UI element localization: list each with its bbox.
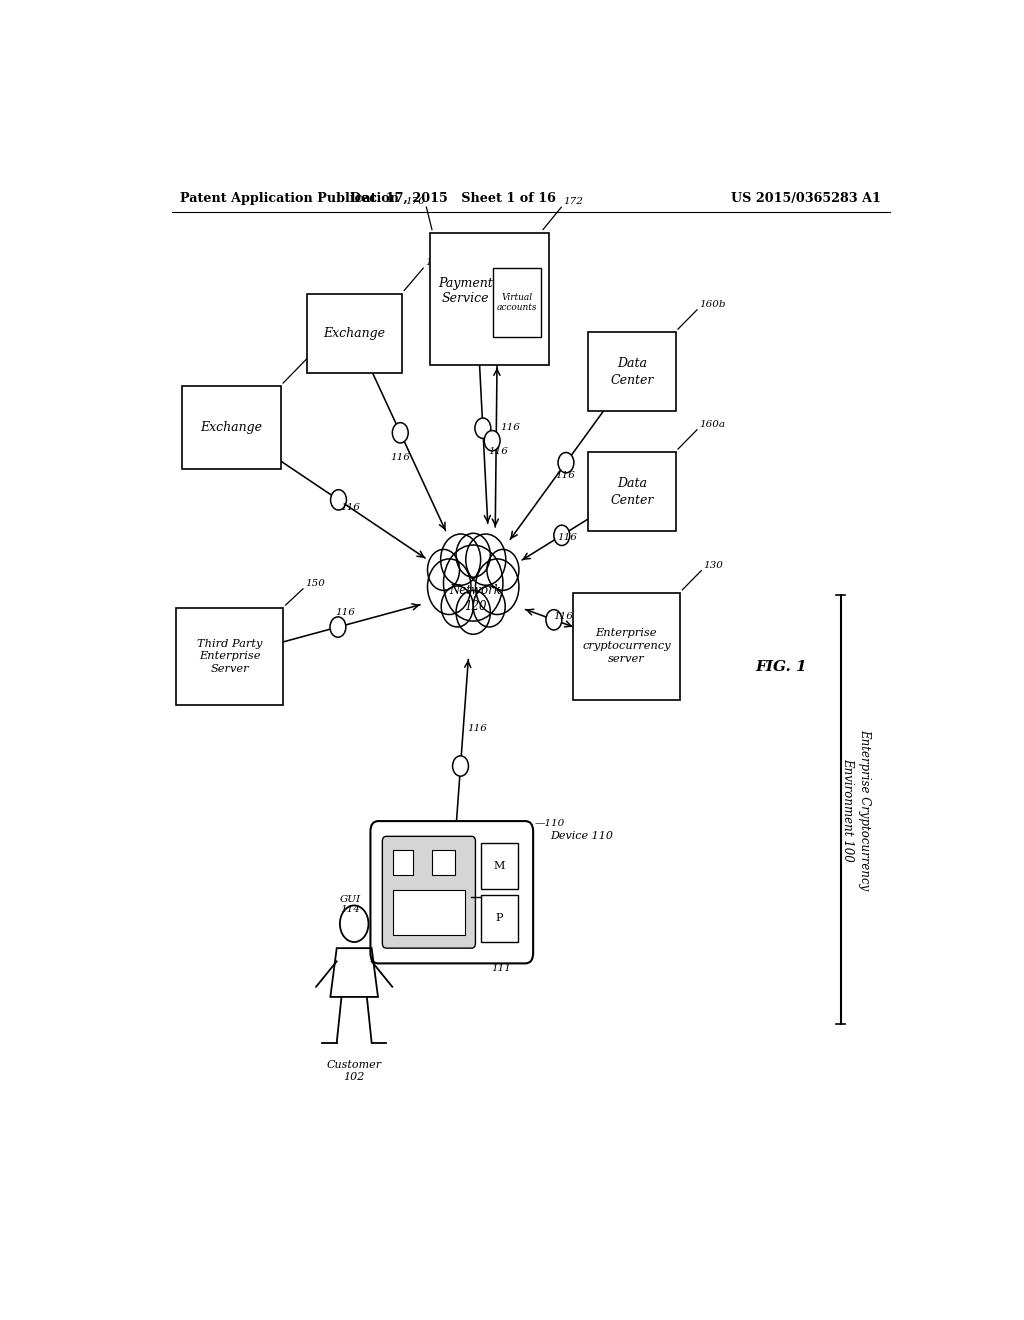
- Text: 160a: 160a: [699, 420, 725, 429]
- Text: 172: 172: [563, 197, 583, 206]
- Circle shape: [484, 430, 500, 451]
- Text: 116: 116: [501, 422, 520, 432]
- Text: Enterprise Cryptocurrency
Environment 100: Enterprise Cryptocurrency Environment 10…: [842, 729, 871, 891]
- FancyBboxPatch shape: [572, 593, 680, 700]
- Circle shape: [427, 549, 460, 590]
- Text: Data
Center: Data Center: [610, 358, 653, 387]
- FancyBboxPatch shape: [392, 850, 413, 875]
- Text: FIG. 1: FIG. 1: [755, 660, 807, 673]
- FancyBboxPatch shape: [176, 609, 284, 705]
- Circle shape: [546, 610, 562, 630]
- Circle shape: [475, 558, 519, 615]
- Text: 116: 116: [468, 723, 487, 733]
- Text: Enterprise
cryptocurrency
server: Enterprise cryptocurrency server: [582, 628, 671, 664]
- Circle shape: [427, 558, 471, 615]
- Text: Virtual
accounts: Virtual accounts: [497, 293, 538, 313]
- FancyBboxPatch shape: [481, 843, 518, 890]
- Text: Dec. 17, 2015   Sheet 1 of 16: Dec. 17, 2015 Sheet 1 of 16: [350, 191, 556, 205]
- Circle shape: [554, 525, 569, 545]
- Circle shape: [440, 535, 480, 585]
- Circle shape: [392, 422, 409, 444]
- FancyBboxPatch shape: [306, 293, 401, 372]
- Circle shape: [558, 453, 573, 473]
- FancyBboxPatch shape: [494, 268, 541, 338]
- Text: 116: 116: [557, 533, 578, 543]
- Text: Third Party
Enterprise
Server: Third Party Enterprise Server: [197, 639, 262, 675]
- Text: 116: 116: [335, 607, 355, 616]
- Text: 116: 116: [390, 453, 411, 462]
- Circle shape: [331, 490, 346, 510]
- Circle shape: [466, 535, 506, 585]
- Text: 160b: 160b: [699, 300, 726, 309]
- Text: Patent Application Publication: Patent Application Publication: [179, 191, 398, 205]
- Circle shape: [456, 590, 490, 635]
- Circle shape: [443, 545, 503, 622]
- Text: 130: 130: [703, 561, 724, 569]
- FancyBboxPatch shape: [430, 232, 549, 364]
- FancyBboxPatch shape: [382, 837, 475, 948]
- Circle shape: [487, 549, 519, 590]
- Text: 116: 116: [555, 471, 575, 480]
- FancyBboxPatch shape: [371, 821, 534, 964]
- Circle shape: [441, 586, 473, 627]
- Circle shape: [330, 616, 346, 638]
- Text: US 2015/0365283 A1: US 2015/0365283 A1: [731, 191, 881, 205]
- Text: Exchange: Exchange: [324, 327, 385, 339]
- FancyBboxPatch shape: [588, 333, 676, 412]
- Text: GUI
114: GUI 114: [340, 895, 361, 915]
- Text: Customer
102: Customer 102: [327, 1060, 382, 1081]
- Text: 150: 150: [305, 578, 326, 587]
- Text: Device 110: Device 110: [551, 832, 613, 841]
- Text: —110: —110: [535, 818, 565, 828]
- Text: M: M: [494, 861, 505, 871]
- FancyBboxPatch shape: [181, 385, 281, 470]
- FancyBboxPatch shape: [392, 890, 465, 935]
- Circle shape: [473, 586, 505, 627]
- Circle shape: [475, 418, 490, 438]
- Circle shape: [456, 533, 490, 577]
- Text: 116: 116: [340, 503, 359, 512]
- Text: Network
120: Network 120: [450, 583, 502, 612]
- Text: Exchange: Exchange: [200, 421, 262, 434]
- Text: 140b: 140b: [426, 259, 453, 267]
- Text: P: P: [496, 913, 503, 924]
- FancyBboxPatch shape: [588, 453, 676, 532]
- FancyBboxPatch shape: [432, 850, 455, 875]
- Text: Payment
Service: Payment Service: [438, 276, 493, 305]
- Text: 140a: 140a: [308, 348, 335, 358]
- Text: 116: 116: [553, 612, 572, 622]
- Text: 116: 116: [488, 447, 509, 457]
- Text: 170: 170: [406, 197, 426, 206]
- Text: 111: 111: [492, 964, 511, 973]
- FancyBboxPatch shape: [481, 895, 518, 941]
- Text: Data
Center: Data Center: [610, 477, 653, 507]
- Circle shape: [453, 756, 468, 776]
